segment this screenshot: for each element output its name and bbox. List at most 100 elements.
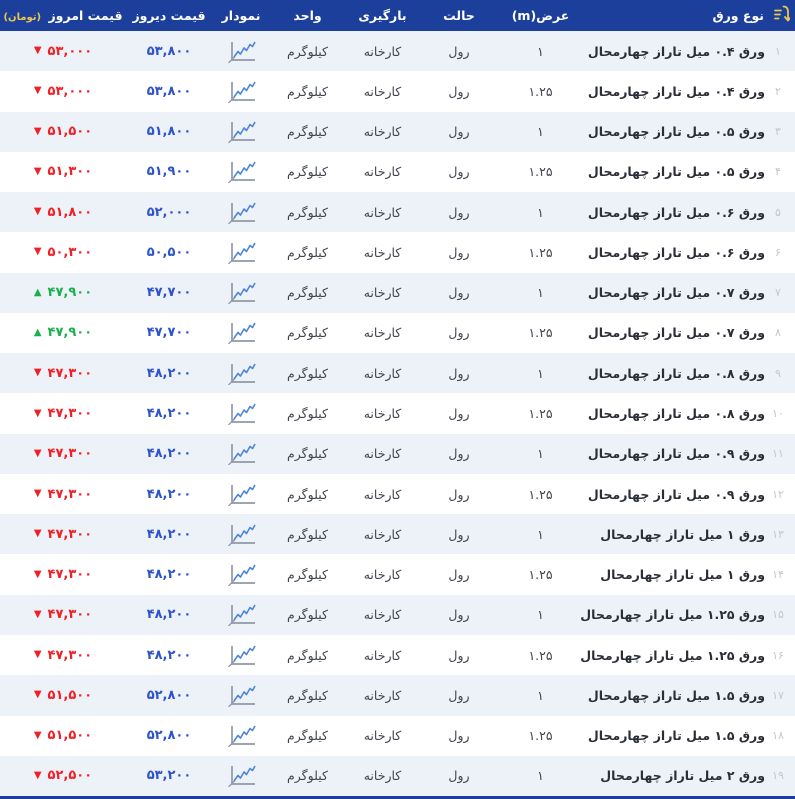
product-name: ورق ۰.۴ میل تاراز چهارمحال [587,43,765,59]
loading-value: کارخانه [363,486,402,502]
today-price: ۵۳,۰۰۰ [47,83,93,99]
state-value: رول [448,83,470,99]
loading-value: کارخانه [363,406,402,422]
row-number: ۱۹ [772,769,784,783]
price-chart-icon[interactable] [227,402,256,426]
yesterday-price: ۵۲,۸۰۰ [146,728,192,744]
sort-icon[interactable] [773,4,792,28]
trend-down-icon: ▼ [33,367,42,379]
price-chart-icon[interactable] [227,644,256,667]
table-row: ۱۶ ورق ۱.۲۵ میل تاراز چهارمحال ۱.۲۵ رول … [0,634,795,676]
chart-cell [212,603,270,627]
type-cell: ۹ ورق ۰.۸ میل تاراز چهارمحال [583,366,795,381]
unit-value: کیلوگرم [287,446,328,462]
product-name: ورق ۱ میل تاراز چهارمحال [600,526,765,542]
next-section-divider [0,796,795,799]
column-header-today: قیمت امروز (تومان) [0,8,126,23]
table-header: نوع ورق عرض(m) حالت بارگیری واحد نمودار … [0,0,795,31]
loading-value: کارخانه [363,526,402,542]
price-chart-icon[interactable] [227,321,256,345]
type-cell: ۱ ورق ۰.۴ میل تاراز چهارمحال [583,44,795,59]
trend-down-icon: ▼ [33,488,42,500]
row-number: ۱۵ [772,608,784,622]
price-chart-icon[interactable] [227,120,256,144]
price-chart-icon[interactable] [227,684,256,707]
price-chart-icon[interactable] [227,40,256,63]
row-number: ۲ [775,84,781,98]
product-name: ورق ۰.۹ میل تاراز چهارمحال [587,446,765,462]
state-value: رول [448,607,470,623]
column-header-chart: نمودار [221,8,261,23]
state-value: رول [448,446,470,462]
trend-down-icon: ▼ [33,246,42,258]
today-price: ۵۰,۳۰۰ [47,244,93,260]
loading-value: کارخانه [363,83,402,99]
price-chart-icon[interactable] [227,80,256,103]
row-number: ۱۲ [772,487,784,501]
price-chart-icon[interactable] [227,241,256,264]
trend-down-icon: ▼ [33,45,42,57]
yesterday-price: ۵۳,۸۰۰ [146,83,192,99]
price-chart-icon[interactable] [227,160,256,184]
width-value: ۱.۲۵ [528,244,553,260]
trend-down-icon: ▼ [33,407,42,419]
width-value: ۱.۲۵ [528,325,553,341]
table-row: ۱۱ ورق ۰.۹ میل تاراز چهارمحال ۱ رول کارخ… [0,433,795,474]
chart-cell [212,523,270,546]
today-price: ۴۷,۹۰۰ [47,285,93,301]
price-chart-icon[interactable] [227,483,256,506]
trend-down-icon: ▼ [33,769,42,781]
today-price-cell: ▼ ۴۷,۳۰۰ [0,527,126,542]
price-chart-icon[interactable] [227,603,256,627]
width-value: ۱.۲۵ [528,647,553,663]
width-value: ۱ [537,446,544,462]
column-header-width: عرض(m) [511,8,570,23]
width-value: ۱.۲۵ [528,567,553,583]
width-value: ۱ [537,526,544,542]
chart-cell [212,563,270,587]
table-row: ۶ ورق ۰.۶ میل تاراز چهارمحال ۱.۲۵ رول کا… [0,232,795,273]
price-chart-icon[interactable] [227,724,256,748]
chart-cell [212,402,270,426]
today-price: ۴۷,۳۰۰ [47,567,93,583]
price-chart-icon[interactable] [227,281,256,305]
column-header-yesterday: قیمت دیروز [132,8,206,23]
unit-value: کیلوگرم [287,83,328,99]
row-number: ۱۴ [772,568,784,582]
table-body: ۱ ورق ۰.۴ میل تاراز چهارمحال ۱ رول کارخا… [0,31,795,797]
unit-value: کیلوگرم [287,567,328,583]
chart-cell [212,362,270,385]
price-chart-icon[interactable] [227,523,256,546]
loading-value: کارخانه [363,607,402,623]
price-chart-icon[interactable] [227,442,256,466]
price-chart-icon[interactable] [227,563,256,587]
state-value: رول [448,647,470,663]
price-chart-icon[interactable] [227,362,256,385]
yesterday-price: ۴۷,۷۰۰ [146,285,192,301]
state-value: رول [448,365,470,381]
price-chart-icon[interactable] [227,201,256,224]
product-name: ورق ۰.۹ میل تاراز چهارمحال [587,486,765,502]
column-header-type: نوع ورق [583,4,795,28]
price-chart-icon[interactable] [227,764,256,788]
width-value: ۱.۲۵ [528,486,553,502]
table-row: ۱۹ ورق ۲ میل تاراز چهارمحال ۱ رول کارخان… [0,755,795,797]
chart-cell [212,321,270,345]
product-name: ورق ۲ میل تاراز چهارمحال [600,768,765,784]
table-row: ۱۲ ورق ۰.۹ میل تاراز چهارمحال ۱.۲۵ رول ک… [0,473,795,515]
type-cell: ۳ ورق ۰.۵ میل تاراز چهارمحال [583,124,795,139]
width-value: ۱ [537,607,544,623]
trend-up-icon: ▲ [33,286,42,298]
chart-cell [212,724,270,748]
type-cell: ۱۴ ورق ۱ میل تاراز چهارمحال [583,567,795,582]
column-header-loading: بارگیری [358,8,407,23]
yesterday-price: ۵۰,۵۰۰ [146,244,192,260]
state-value: رول [448,687,470,703]
today-price-cell: ▼ ۴۷,۳۰۰ [0,406,126,421]
chart-cell [212,120,270,144]
today-price-cell: ▼ ۵۲,۵۰۰ [0,768,126,783]
column-header-unit: واحد [293,8,322,23]
chart-cell [212,764,270,788]
today-price-cell: ▼ ۴۷,۳۰۰ [0,567,126,582]
row-number: ۸ [775,326,781,340]
